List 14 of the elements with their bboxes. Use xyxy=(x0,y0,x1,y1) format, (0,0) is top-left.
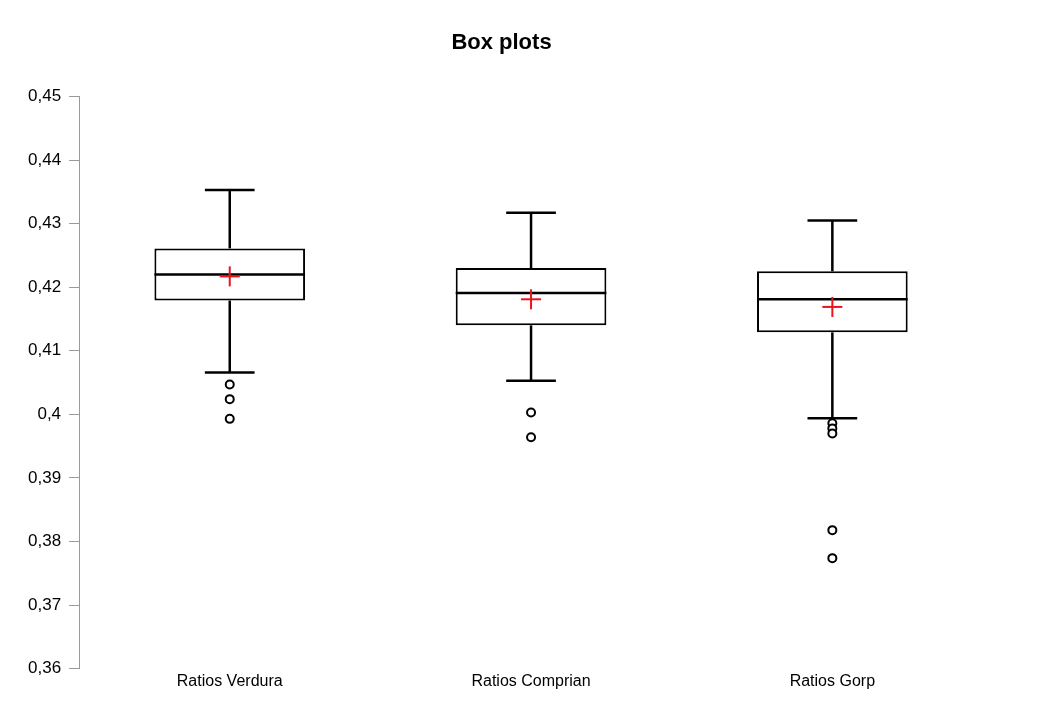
x-tick-label: Ratios Gorp xyxy=(789,671,876,689)
y-tick-label: 0,37 xyxy=(27,594,62,614)
y-tick-label: 0,43 xyxy=(27,213,62,233)
chart-title: Box plots xyxy=(451,29,552,55)
x-tick-label: Ratios Verdura xyxy=(176,671,283,689)
y-tick-label: 0,45 xyxy=(27,86,62,106)
y-tick-label: 0,36 xyxy=(27,658,62,678)
y-tick-label: 0,44 xyxy=(27,149,62,169)
x-tick-label: Ratios Comprian xyxy=(471,671,591,689)
y-tick-label: 0,42 xyxy=(27,276,62,296)
y-tick-label: 0,41 xyxy=(27,340,62,360)
y-tick-label: 0,4 xyxy=(37,404,62,424)
y-tick-label: 0,38 xyxy=(27,531,62,551)
y-tick-label: 0,39 xyxy=(27,467,62,487)
